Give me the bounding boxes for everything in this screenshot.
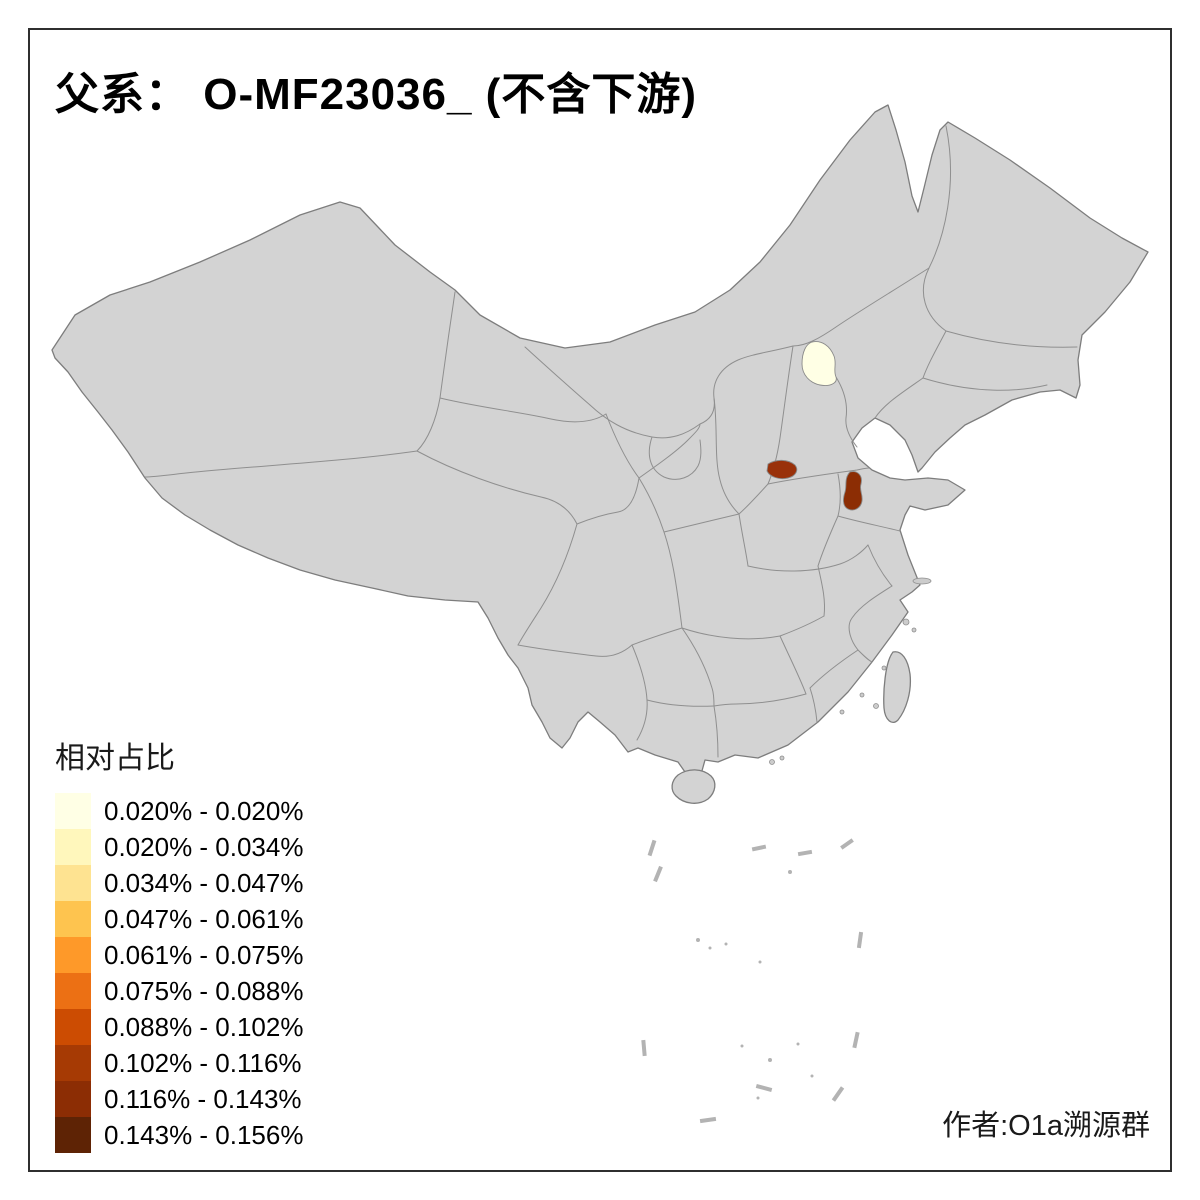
legend-label: 0.075% - 0.088%	[104, 975, 304, 1006]
legend-item: 0.061% - 0.075%	[55, 937, 303, 973]
legend-item: 0.088% - 0.102%	[55, 1009, 303, 1045]
legend-swatch	[55, 793, 91, 829]
legend-label: 0.020% - 0.034%	[104, 831, 304, 862]
legend: 相对占比 0.020% - 0.020% 0.020% - 0.034% 0.0…	[55, 733, 303, 1153]
legend-title: 相对占比	[55, 742, 175, 775]
legend-item: 0.047% - 0.061%	[55, 901, 303, 937]
legend-item: 0.034% - 0.047%	[55, 865, 303, 901]
legend-item: 0.116% - 0.143%	[55, 1081, 303, 1117]
legend-item: 0.075% - 0.088%	[55, 973, 303, 1009]
legend-swatch	[55, 937, 91, 973]
legend-swatch	[55, 901, 91, 937]
region-north-pale	[801, 341, 837, 386]
legend-swatch	[55, 1045, 91, 1081]
legend-swatch	[55, 829, 91, 865]
coastal-islands	[769, 577, 932, 765]
legend-item: 0.020% - 0.020%	[55, 793, 303, 829]
legend-swatch	[55, 1117, 91, 1153]
legend-swatch	[55, 973, 91, 1009]
legend-swatch	[55, 865, 91, 901]
legend-label: 0.143% - 0.156%	[104, 1119, 304, 1150]
region-central-dark	[766, 459, 798, 480]
plot-frame	[28, 28, 1172, 1172]
legend-label: 0.020% - 0.020%	[104, 795, 304, 826]
legend-label: 0.116% - 0.143%	[104, 1083, 302, 1114]
legend-label: 0.061% - 0.075%	[104, 939, 304, 970]
taiwan-island	[883, 651, 912, 723]
mainland-china	[51, 104, 1149, 791]
legend-label: 0.102% - 0.116%	[104, 1047, 302, 1078]
legend-swatch	[55, 1081, 91, 1117]
south-china-sea-islands	[641, 838, 864, 1124]
hainan-island	[671, 769, 716, 804]
legend-swatch	[55, 1009, 91, 1045]
legend-item: 0.020% - 0.034%	[55, 829, 303, 865]
author-credit: 作者:O1a溯源群	[942, 1110, 1150, 1142]
map-title: 父系： O-MF23036_ (不含下游)	[55, 70, 697, 119]
legend-label: 0.088% - 0.102%	[104, 1011, 304, 1042]
legend-item: 0.143% - 0.156%	[55, 1117, 303, 1153]
legend-label: 0.034% - 0.047%	[104, 867, 304, 898]
region-east-dark	[843, 471, 863, 511]
legend-item: 0.102% - 0.116%	[55, 1045, 303, 1081]
province-borders	[144, 125, 1078, 758]
legend-label: 0.047% - 0.061%	[104, 903, 304, 934]
